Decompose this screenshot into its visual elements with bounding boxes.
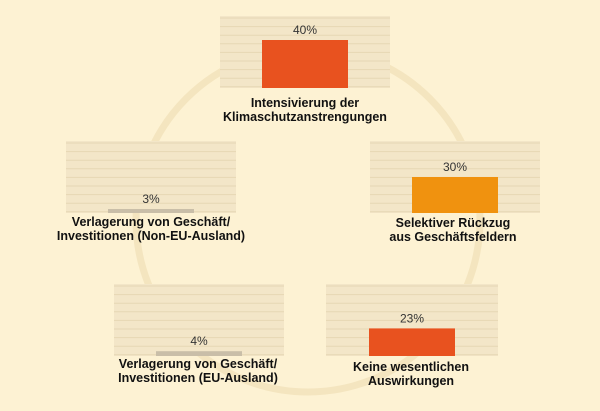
value-label-4: 3%	[142, 192, 160, 206]
bar-3	[156, 351, 242, 356]
category-label-1: Selektiver Rückzug aus Geschäftsfeldern	[389, 216, 517, 244]
value-label-2: 23%	[400, 311, 424, 325]
panel-2: 23%	[326, 284, 498, 356]
category-label-0: Intensivierung der Klimaschutzanstrengun…	[223, 96, 387, 124]
bar-2	[369, 328, 455, 356]
value-label-3: 4%	[190, 334, 208, 348]
panel-4: 3%	[66, 141, 236, 213]
panel-1: 30%	[370, 141, 540, 213]
bar-1	[412, 177, 498, 213]
panel-0: 40%	[220, 16, 390, 88]
category-label-3: Verlagerung von Geschäft/ Investitionen …	[118, 357, 278, 385]
bar-4	[108, 209, 194, 213]
value-label-1: 30%	[443, 160, 467, 174]
panel-3: 4%	[114, 284, 284, 356]
category-label-4: Verlagerung von Geschäft/ Investitionen …	[56, 215, 246, 243]
category-label-2: Keine wesentlichen Auswirkungen	[352, 360, 469, 388]
value-label-0: 40%	[293, 23, 317, 37]
bar-0	[262, 40, 348, 88]
